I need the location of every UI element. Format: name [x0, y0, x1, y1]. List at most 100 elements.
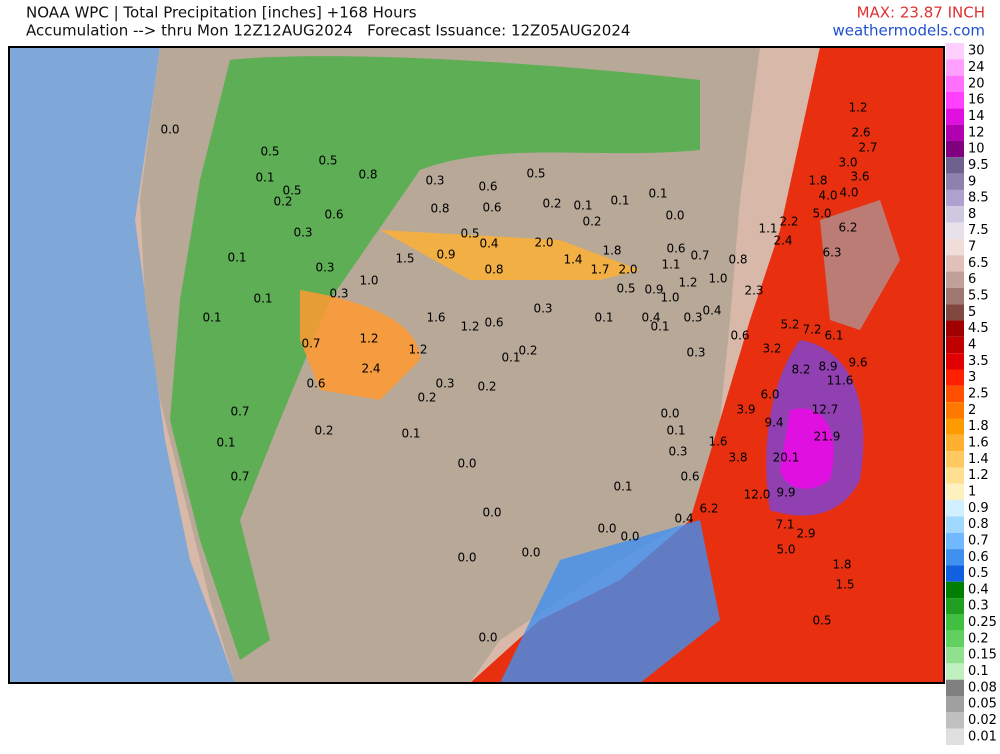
- precip-label: 0.5: [318, 154, 337, 168]
- precip-label: 1.5: [395, 252, 414, 266]
- legend-swatch: [946, 647, 964, 664]
- precip-label: 12.0: [744, 488, 771, 502]
- legend-swatch: [946, 157, 964, 174]
- legend-label: 6.5: [968, 256, 989, 271]
- precip-label: 7.1: [775, 518, 794, 532]
- precip-label: 0.3: [329, 287, 348, 301]
- legend-label: 0.05: [968, 697, 997, 712]
- legend: 302420161412109.598.587.576.565.554.543.…: [946, 43, 997, 745]
- precip-blue: [500, 520, 720, 683]
- precip-label: 0.1: [255, 171, 274, 185]
- legend-swatch: [946, 696, 964, 713]
- precip-label: 3.0: [838, 156, 857, 170]
- legend-swatch: [946, 336, 964, 354]
- precip-label: 0.8: [358, 168, 377, 182]
- precip-label: 1.2: [678, 276, 697, 290]
- precip-label: 0.1: [253, 292, 272, 306]
- legend-label: 10: [968, 142, 985, 157]
- precip-label: 9.9: [776, 486, 795, 500]
- precip-label: 0.4: [702, 304, 721, 318]
- precip-label: 3.8: [728, 451, 747, 465]
- precip-label: 0.8: [430, 202, 449, 216]
- precip-label: 0.8: [484, 263, 503, 277]
- legend-swatch: [946, 369, 964, 386]
- legend-label: 0.02: [968, 713, 997, 728]
- precip-label: 8.9: [818, 360, 837, 374]
- precip-label: 0.3: [293, 226, 312, 240]
- precip-label: 1.1: [661, 258, 680, 272]
- legend-swatch: [946, 287, 964, 305]
- legend-swatch: [946, 516, 964, 533]
- precip-label: 0.3: [435, 377, 454, 391]
- precip-label: 0.9: [644, 283, 663, 297]
- legend-swatch: [946, 630, 964, 648]
- precip-label: 0.1: [594, 311, 613, 325]
- precip-label: 1.2: [460, 320, 479, 334]
- precip-label: 0.0: [457, 457, 476, 471]
- precip-label: 0.2: [542, 197, 561, 211]
- precip-label: 1.6: [708, 435, 727, 449]
- precip-label: 0.7: [230, 405, 249, 419]
- legend-label: 2.5: [968, 387, 989, 402]
- legend-swatch: [946, 565, 964, 582]
- precip-label: 0.4: [674, 512, 693, 526]
- precip-label: 0.5: [526, 167, 545, 181]
- precip-label: 0.1: [401, 427, 420, 441]
- legend-label: 0.5: [968, 566, 989, 581]
- precip-label: 0.0: [660, 407, 679, 421]
- precip-label: 8.2: [791, 363, 810, 377]
- precip-label: 0.6: [730, 329, 749, 343]
- legend-swatch: [946, 189, 964, 207]
- map-labels: 0.00.50.50.80.10.50.20.60.3 0.60.50.8 0.60…: [160, 101, 877, 645]
- legend-label: 6: [968, 272, 976, 287]
- legend-swatch: [946, 271, 964, 288]
- legend-label: 4: [968, 338, 976, 353]
- precip-label: 5.2: [780, 318, 799, 332]
- precip-label: 1.1: [758, 222, 777, 236]
- legend-label: 0.08: [968, 680, 997, 695]
- legend-swatch: [946, 91, 964, 109]
- precip-label: 1.8: [808, 174, 827, 188]
- legend-label: 8.5: [968, 191, 989, 206]
- legend-swatch: [946, 451, 964, 468]
- legend-label: 20: [968, 76, 985, 91]
- legend-label: 12: [968, 125, 985, 140]
- legend-swatch: [946, 483, 964, 501]
- legend-label: 0.25: [968, 615, 997, 630]
- precip-label: 7.2: [802, 323, 821, 337]
- legend-swatch: [946, 663, 964, 680]
- legend-swatch: [946, 434, 964, 452]
- legend-label: 0.7: [968, 533, 989, 548]
- precip-label: 1.0: [708, 272, 727, 286]
- legend-swatch: [946, 222, 964, 239]
- legend-label: 9.5: [968, 158, 989, 173]
- precip-label: 0.1: [501, 351, 520, 365]
- legend-label: 1.4: [968, 452, 989, 467]
- legend-label: 3.5: [968, 354, 989, 369]
- precip-label: 1.6: [426, 311, 445, 325]
- precip-label: 0.5: [616, 282, 635, 296]
- precip-label: 2.4: [773, 234, 792, 248]
- legend-label: 0.1: [968, 664, 989, 679]
- title: NOAA WPC | Total Precipitation [inches] …: [26, 4, 417, 22]
- precip-label: 1.8: [602, 244, 621, 258]
- precip-label: 0.5: [812, 614, 831, 628]
- legend-swatch: [946, 255, 964, 272]
- precip-label: 0.3: [315, 261, 334, 275]
- legend-swatch: [946, 679, 964, 697]
- precip-label: 5.0: [812, 207, 831, 221]
- map: 0.00.50.50.80.10.50.20.60.3 0.60.50.8 0.60…: [8, 46, 945, 684]
- legend-label: 4.5: [968, 321, 989, 336]
- precip-label: 0.2: [477, 380, 496, 394]
- precip-label: 0.4: [479, 237, 498, 251]
- precip-label: 0.6: [666, 242, 685, 256]
- precip-label: 6.1: [824, 329, 843, 343]
- legend-label: 14: [968, 109, 985, 124]
- precip-label: 0.0: [665, 209, 684, 223]
- precip-label: 1.0: [660, 291, 679, 305]
- precip-label: 2.0: [534, 236, 553, 250]
- precip-label: 1.2: [848, 101, 867, 115]
- precip-label: 0.1: [216, 436, 235, 450]
- precip-label: 0.0: [620, 530, 639, 544]
